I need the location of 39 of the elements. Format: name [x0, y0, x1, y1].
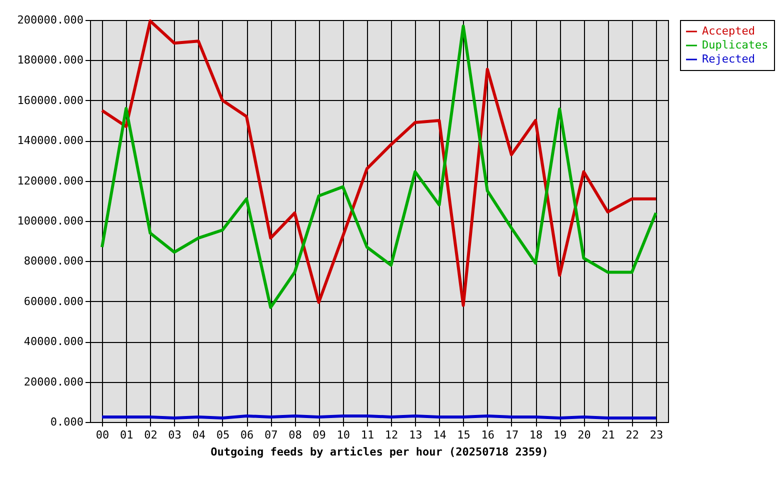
x-tick-label: 19 [554, 428, 567, 442]
x-tick-label: 16 [481, 428, 494, 442]
x-tick-label: 15 [457, 428, 470, 442]
x-tick-label: 17 [505, 428, 519, 442]
x-tick-label: 10 [336, 428, 350, 442]
x-tick-label: 03 [168, 428, 182, 442]
x-tick-label: 20 [578, 428, 591, 442]
x-tick-label: 07 [264, 428, 278, 442]
x-axis-title: Outgoing feeds by articles per hour (20250718 2359) [210, 446, 548, 458]
x-tick-label: 22 [626, 428, 639, 442]
y-tick-label: 0.000 [50, 416, 84, 428]
x-tick-label: 00 [96, 428, 110, 442]
legend-label: Duplicates [702, 38, 768, 52]
y-tick-label: 180000.000 [17, 54, 84, 67]
y-tick-label: 120000.000 [17, 174, 84, 188]
x-tick-label: 21 [602, 428, 615, 442]
x-tick-label: 13 [409, 428, 422, 442]
x-tick-label: 11 [360, 428, 374, 442]
x-tick-label: 02 [144, 428, 158, 442]
y-tick-label: 40000.000 [24, 335, 84, 348]
x-tick-label: 05 [216, 428, 230, 442]
y-tick-label: 200000.000 [17, 14, 84, 26]
y-tick-label: 80000.000 [24, 254, 84, 268]
x-tick-label: 04 [192, 428, 206, 442]
x-tick-label: 18 [529, 428, 543, 442]
x-tick-label: 01 [120, 428, 134, 442]
x-tick-label: 12 [384, 428, 398, 442]
x-tick-label: 14 [433, 428, 447, 442]
x-tick-label: 23 [650, 428, 664, 442]
x-tick-label: 06 [240, 428, 254, 442]
x-tick-label: 09 [312, 428, 326, 442]
y-tick-label: 100000.000 [17, 214, 84, 228]
x-tick-label: 08 [288, 428, 302, 442]
y-tick-label: 20000.000 [24, 375, 84, 388]
y-tick-label: 140000.000 [17, 134, 84, 148]
legend-label: Accepted [702, 24, 755, 38]
legend-label: Rejected [702, 52, 755, 66]
y-tick-label: 160000.000 [17, 94, 84, 107]
y-tick-label: 60000.000 [24, 294, 84, 308]
